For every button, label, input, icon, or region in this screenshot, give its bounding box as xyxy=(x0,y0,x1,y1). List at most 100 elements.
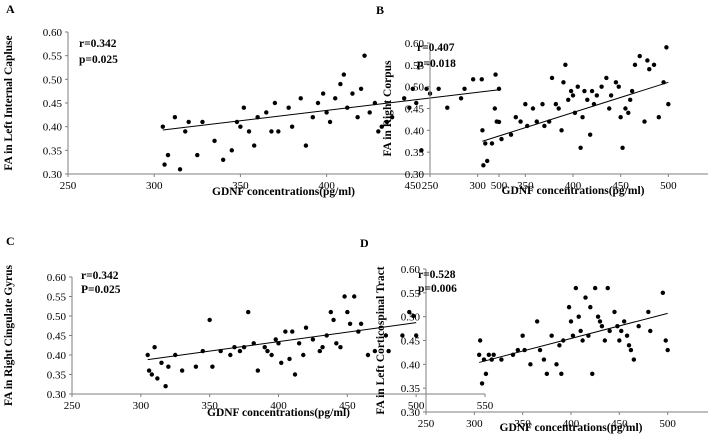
data-point xyxy=(424,86,429,92)
data-point xyxy=(485,158,490,164)
data-point xyxy=(355,115,360,120)
data-point xyxy=(663,338,668,343)
x-axis-label: GDNF concentrations(pg/ml) xyxy=(212,186,355,198)
data-point xyxy=(228,352,233,358)
y-axis-label: FA in Right Cingulate Gyrus xyxy=(3,264,15,406)
data-point xyxy=(607,328,612,334)
data-point xyxy=(183,129,188,134)
x-tick-label: 350 xyxy=(232,180,249,192)
data-point xyxy=(632,62,638,68)
panel-a: A 250 300 350 400 450 500 0.30 0.35 0.40 0.45 0.50 0… xyxy=(3,2,508,198)
data-point xyxy=(594,93,600,98)
data-point xyxy=(528,362,533,367)
data-point xyxy=(518,119,523,124)
data-point xyxy=(541,357,547,362)
data-point xyxy=(605,285,610,291)
data-point xyxy=(276,129,281,134)
data-point xyxy=(362,53,367,58)
y-tick-label: 0.40 xyxy=(47,350,67,362)
y-tick-label: 0.35 xyxy=(401,383,421,395)
data-point xyxy=(273,337,278,342)
data-point xyxy=(179,368,185,373)
x-tick-label: 250 xyxy=(418,418,435,430)
x-tick-label: 500 xyxy=(408,400,425,412)
data-point xyxy=(580,338,585,343)
data-point xyxy=(563,62,568,68)
data-point xyxy=(623,106,628,111)
data-point xyxy=(602,338,608,343)
data-point xyxy=(618,115,623,120)
data-point xyxy=(587,132,593,137)
data-point xyxy=(537,347,543,353)
data-point xyxy=(585,97,590,102)
data-point xyxy=(296,341,302,346)
data-point xyxy=(549,333,554,338)
panel-d: D 250 300 350 400 450 500 550 0.30 0.35 0.40 0.45 0.… xyxy=(360,236,708,434)
data-point xyxy=(207,317,212,323)
data-point xyxy=(492,106,498,111)
data-point xyxy=(255,368,261,373)
data-point xyxy=(238,124,243,129)
x-tick-label: 300 xyxy=(469,180,486,192)
data-point xyxy=(570,93,576,98)
x-tick-label: 350 xyxy=(517,180,534,192)
x-tick-label: 450 xyxy=(405,180,422,192)
data-point xyxy=(334,341,339,346)
data-point xyxy=(624,333,630,338)
data-point xyxy=(617,338,622,343)
data-point xyxy=(310,115,316,120)
data-point xyxy=(333,96,338,101)
data-point xyxy=(272,100,278,106)
data-point xyxy=(486,352,492,357)
y-tick-label: 0.45 xyxy=(43,98,63,110)
data-point xyxy=(298,96,303,101)
data-point xyxy=(599,84,604,89)
data-point xyxy=(613,80,619,85)
panel-letter: B xyxy=(376,3,384,17)
data-point xyxy=(608,93,614,98)
data-point xyxy=(193,364,199,369)
data-point xyxy=(628,97,633,102)
y-tick-label: 0.35 xyxy=(47,370,67,382)
data-point xyxy=(578,145,583,150)
x-tick-label: 400 xyxy=(318,180,335,192)
y-tick-label: 0.50 xyxy=(401,312,421,324)
data-point xyxy=(458,96,464,101)
data-point xyxy=(620,145,625,150)
data-point xyxy=(301,352,306,358)
data-point xyxy=(476,352,482,357)
y-tick-label: 0.60 xyxy=(43,27,63,39)
data-point xyxy=(631,357,637,362)
data-point xyxy=(172,115,178,120)
y-tick-label: 0.55 xyxy=(47,292,67,304)
y-tick-label: 0.45 xyxy=(401,336,421,348)
data-point xyxy=(166,364,171,369)
data-point xyxy=(629,88,635,94)
data-point xyxy=(479,77,484,82)
data-point xyxy=(491,352,496,357)
y-tick-label: 0.50 xyxy=(405,82,425,94)
data-point xyxy=(220,157,226,162)
p-value-label: p=0.006 xyxy=(418,283,457,295)
data-point xyxy=(656,115,661,120)
data-point xyxy=(483,371,489,377)
data-point xyxy=(195,152,200,158)
data-point xyxy=(162,162,167,167)
data-point xyxy=(597,319,603,324)
data-point xyxy=(352,294,357,299)
data-point xyxy=(372,348,378,354)
data-point xyxy=(540,101,545,107)
data-point xyxy=(607,106,612,111)
data-point xyxy=(347,321,353,326)
y-tick-label: 0.35 xyxy=(405,147,425,159)
data-point xyxy=(401,96,407,101)
y-tick-label: 0.30 xyxy=(405,169,425,181)
data-point xyxy=(358,321,364,326)
data-point xyxy=(566,304,572,310)
data-point xyxy=(283,329,288,334)
data-point xyxy=(642,119,647,124)
data-point xyxy=(595,314,601,319)
x-axis-label: GDNF concentrations(pg/ml) xyxy=(500,422,643,434)
data-point xyxy=(407,105,412,110)
data-point xyxy=(251,143,257,148)
